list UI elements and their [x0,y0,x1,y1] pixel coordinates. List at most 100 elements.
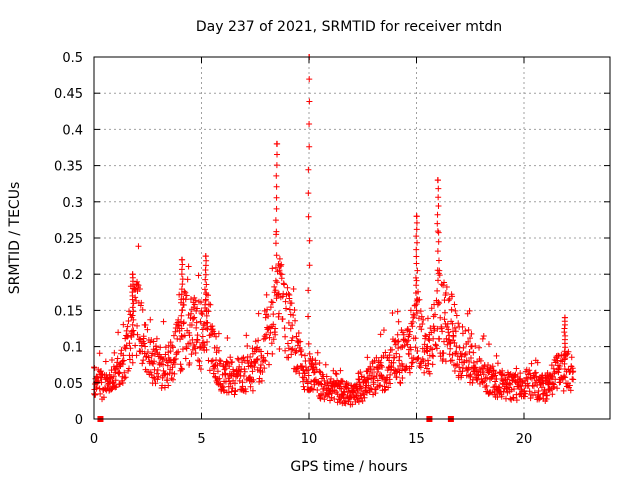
data-point [566,382,573,389]
data-point [129,304,136,311]
data-point [232,387,239,394]
data-point [370,381,377,388]
data-point [129,271,136,278]
data-point [434,267,441,274]
data-point [445,297,452,304]
data-point [530,383,537,390]
data-point [378,362,385,369]
data-point [139,306,146,313]
data-point [147,316,154,323]
data-point [414,239,421,246]
data-point [441,316,448,323]
data-point [485,362,492,369]
data-point [440,350,447,357]
data-point [441,309,448,316]
data-point [388,346,395,353]
data-point [182,355,189,362]
data-point [526,367,533,374]
data-point [155,373,162,380]
data-point [434,228,441,235]
data-point [424,315,431,322]
data-point [275,310,282,317]
data-point [305,340,312,347]
data-point [465,338,472,345]
data-point [449,320,456,327]
data-point [270,336,277,343]
data-point [231,380,238,387]
data-point [473,367,480,374]
data-point [396,353,403,360]
data-point [269,299,276,306]
data-point [440,282,447,289]
data-point [274,279,281,286]
data-point [456,364,463,371]
data-point [359,397,366,404]
data-point [355,398,362,405]
data-point [395,338,402,345]
data-point [151,358,158,365]
data-point [197,318,204,325]
data-point [430,353,437,360]
y-tick-label: 0.2 [62,268,83,283]
data-point [485,369,492,376]
data-point [122,374,129,381]
data-point [418,326,425,333]
data-point [494,360,501,367]
data-point [407,307,414,314]
data-point [425,360,432,367]
data-point [485,341,492,348]
data-point [435,277,442,284]
data-point [267,304,274,311]
data-point [120,357,127,364]
data-point [250,376,257,383]
data-point [177,336,184,343]
data-point [506,380,513,387]
data-point [286,306,293,313]
data-point [169,376,176,383]
data-point [176,322,183,329]
y-tick-label: 0.3 [62,196,83,211]
data-point [305,366,312,373]
data-point [387,371,394,378]
data-point [280,290,287,297]
data-point [222,371,229,378]
data-point [452,307,459,314]
data-point [193,324,200,331]
data-point [272,325,279,332]
data-point [387,380,394,387]
data-point [255,310,262,317]
data-point [202,276,209,283]
data-point [240,354,247,361]
data-point [480,371,487,378]
data-point [364,354,371,361]
data-point [201,342,208,349]
data-point [437,314,444,321]
data-point [306,76,313,83]
data-point [191,301,198,308]
data-point [412,335,419,342]
data-point [479,379,486,386]
data-point [119,361,126,368]
data-point [340,388,347,395]
data-point [414,348,421,355]
data-point [272,264,279,271]
data-point [260,336,267,343]
data-point [290,312,297,319]
data-point [242,388,249,395]
data-point [135,282,142,289]
data-point [102,358,109,365]
data-point [455,320,462,327]
data-point [117,381,124,388]
data-point [217,358,224,365]
data-point [129,359,136,366]
data-point [417,308,424,315]
data-point [314,349,321,356]
data-point [188,351,195,358]
data-point [301,352,308,359]
data-point [390,359,397,366]
data-point [528,360,535,367]
data-point [187,340,194,347]
data-point [562,352,569,359]
data-point [202,253,209,260]
